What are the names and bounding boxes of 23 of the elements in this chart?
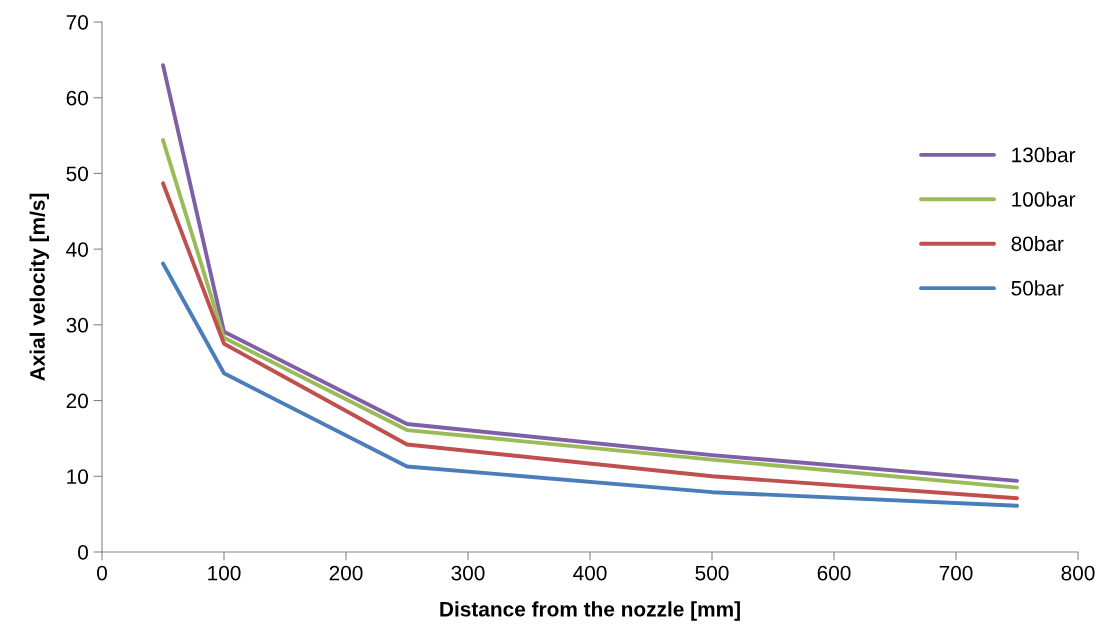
x-tick-label: 0 <box>97 565 107 581</box>
y-tick-label: 20 <box>66 393 88 409</box>
legend-label: 130bar <box>1012 147 1076 163</box>
y-tick-label: 10 <box>67 469 88 485</box>
y-tick-label: 0 <box>78 545 88 560</box>
x-tick-label: 700 <box>939 565 973 581</box>
legend-label: 80bar <box>1011 235 1064 252</box>
y-tick-label: 70 <box>66 15 88 30</box>
x-tick-label: 400 <box>573 565 607 581</box>
y-tick-label: 40 <box>66 242 88 257</box>
x-tick-label: 600 <box>817 565 851 581</box>
x-axis-title: Distance from the nozzle [mm] <box>440 601 740 621</box>
x-tick-label: 500 <box>695 565 729 581</box>
x-tick-label: 800 <box>1061 565 1095 581</box>
legend-label: 50bar <box>1011 280 1064 296</box>
x-tick-label: 100 <box>208 565 241 581</box>
y-tick-label: 30 <box>66 317 88 333</box>
x-tick-label: 200 <box>329 565 363 581</box>
legend-label: 100bar <box>1012 191 1076 207</box>
y-tick-label: 60 <box>66 90 88 106</box>
x-tick-label: 300 <box>451 565 485 581</box>
y-axis-title: Axial velocity [m/s] <box>29 193 49 381</box>
y-tick-label: 50 <box>66 166 88 182</box>
